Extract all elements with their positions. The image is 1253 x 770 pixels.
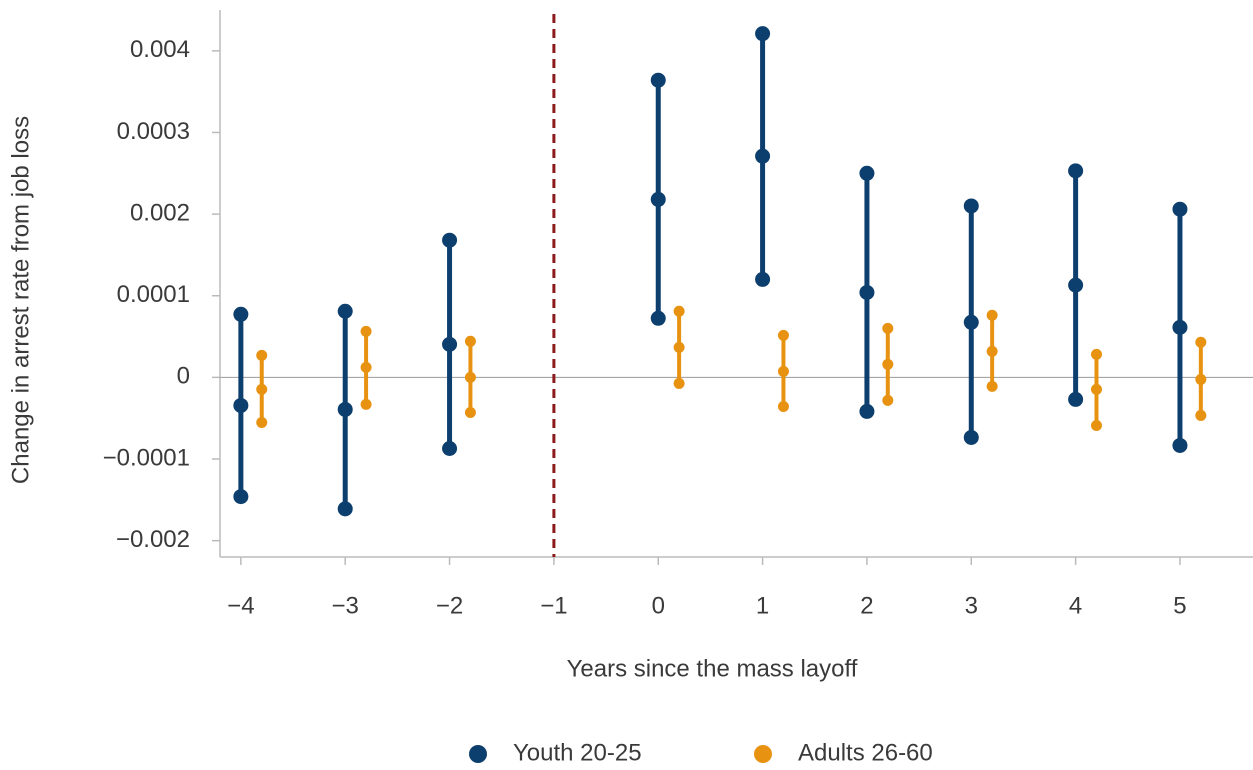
ci-lower — [755, 271, 771, 287]
ci-upper — [442, 232, 458, 248]
estimate — [650, 191, 666, 207]
y-tick-label: 0 — [177, 363, 190, 390]
ci-upper — [1195, 336, 1207, 348]
x-tick-label: 5 — [1173, 592, 1186, 619]
legend-label: Youth 20-25 — [513, 739, 642, 766]
estimate — [1172, 319, 1188, 335]
ci-upper — [755, 26, 771, 42]
ci-upper — [233, 306, 249, 322]
ci-lower — [442, 440, 458, 456]
x-tick-label: −1 — [540, 592, 567, 619]
y-tick-label: 0.002 — [130, 199, 190, 226]
ci-upper — [464, 335, 476, 347]
estimate — [233, 397, 249, 413]
estimate — [256, 383, 268, 395]
x-tick-label: −4 — [227, 592, 254, 619]
ci-lower — [882, 394, 894, 406]
estimate — [464, 371, 476, 383]
ci-upper — [882, 322, 894, 334]
ci-upper — [963, 198, 979, 214]
estimate — [986, 345, 998, 357]
ci-lower — [673, 377, 685, 389]
ci-lower — [859, 403, 875, 419]
x-tick-label: −2 — [436, 592, 463, 619]
estimate — [859, 284, 875, 300]
estimate — [963, 314, 979, 330]
ci-upper — [1172, 201, 1188, 217]
ci-lower — [233, 489, 249, 505]
ci-upper — [1090, 348, 1102, 360]
x-tick-label: 3 — [965, 592, 978, 619]
y-tick-label: 0.0001 — [117, 281, 190, 308]
legend-marker — [754, 745, 772, 763]
ci-lower — [986, 380, 998, 392]
x-axis-label: Years since the mass layoff — [567, 655, 858, 682]
y-tick-label: 0.0003 — [117, 118, 190, 145]
y-tick-label: 0.004 — [130, 36, 190, 63]
y-axis-label: Change in arrest rate from job loss — [7, 116, 34, 484]
estimate — [1068, 277, 1084, 293]
ci-lower — [1068, 391, 1084, 407]
ci-lower — [650, 310, 666, 326]
x-tick-label: 2 — [860, 592, 873, 619]
ci-lower — [360, 398, 372, 410]
estimate — [1195, 373, 1207, 385]
estimate — [337, 401, 353, 417]
ci-lower — [777, 400, 789, 412]
ci-upper — [256, 349, 268, 361]
estimate — [360, 361, 372, 373]
y-tick-label: −0.0001 — [103, 444, 190, 471]
x-tick-label: 0 — [652, 592, 665, 619]
ci-lower — [337, 501, 353, 517]
x-tick-label: −3 — [332, 592, 359, 619]
ci-upper — [337, 303, 353, 319]
ci-lower — [1172, 437, 1188, 453]
ci-upper — [673, 305, 685, 317]
estimate — [882, 358, 894, 370]
ci-lower — [1090, 419, 1102, 431]
estimate — [755, 148, 771, 164]
ci-lower — [1195, 409, 1207, 421]
x-tick-label: 4 — [1069, 592, 1082, 619]
y-tick-label: −0.002 — [116, 526, 190, 553]
x-tick-label: 1 — [756, 592, 769, 619]
ci-lower — [464, 406, 476, 418]
estimate — [1090, 383, 1102, 395]
legend-label: Adults 26-60 — [798, 739, 933, 766]
ci-upper — [777, 329, 789, 341]
ci-lower — [256, 416, 268, 428]
ci-upper — [859, 165, 875, 181]
ci-upper — [360, 325, 372, 337]
ci-upper — [650, 72, 666, 88]
ci-lower — [963, 429, 979, 445]
ci-upper — [1068, 163, 1084, 179]
ci-upper — [986, 309, 998, 321]
estimate — [777, 365, 789, 377]
estimate — [442, 336, 458, 352]
estimate — [673, 341, 685, 353]
legend-marker — [469, 745, 487, 763]
